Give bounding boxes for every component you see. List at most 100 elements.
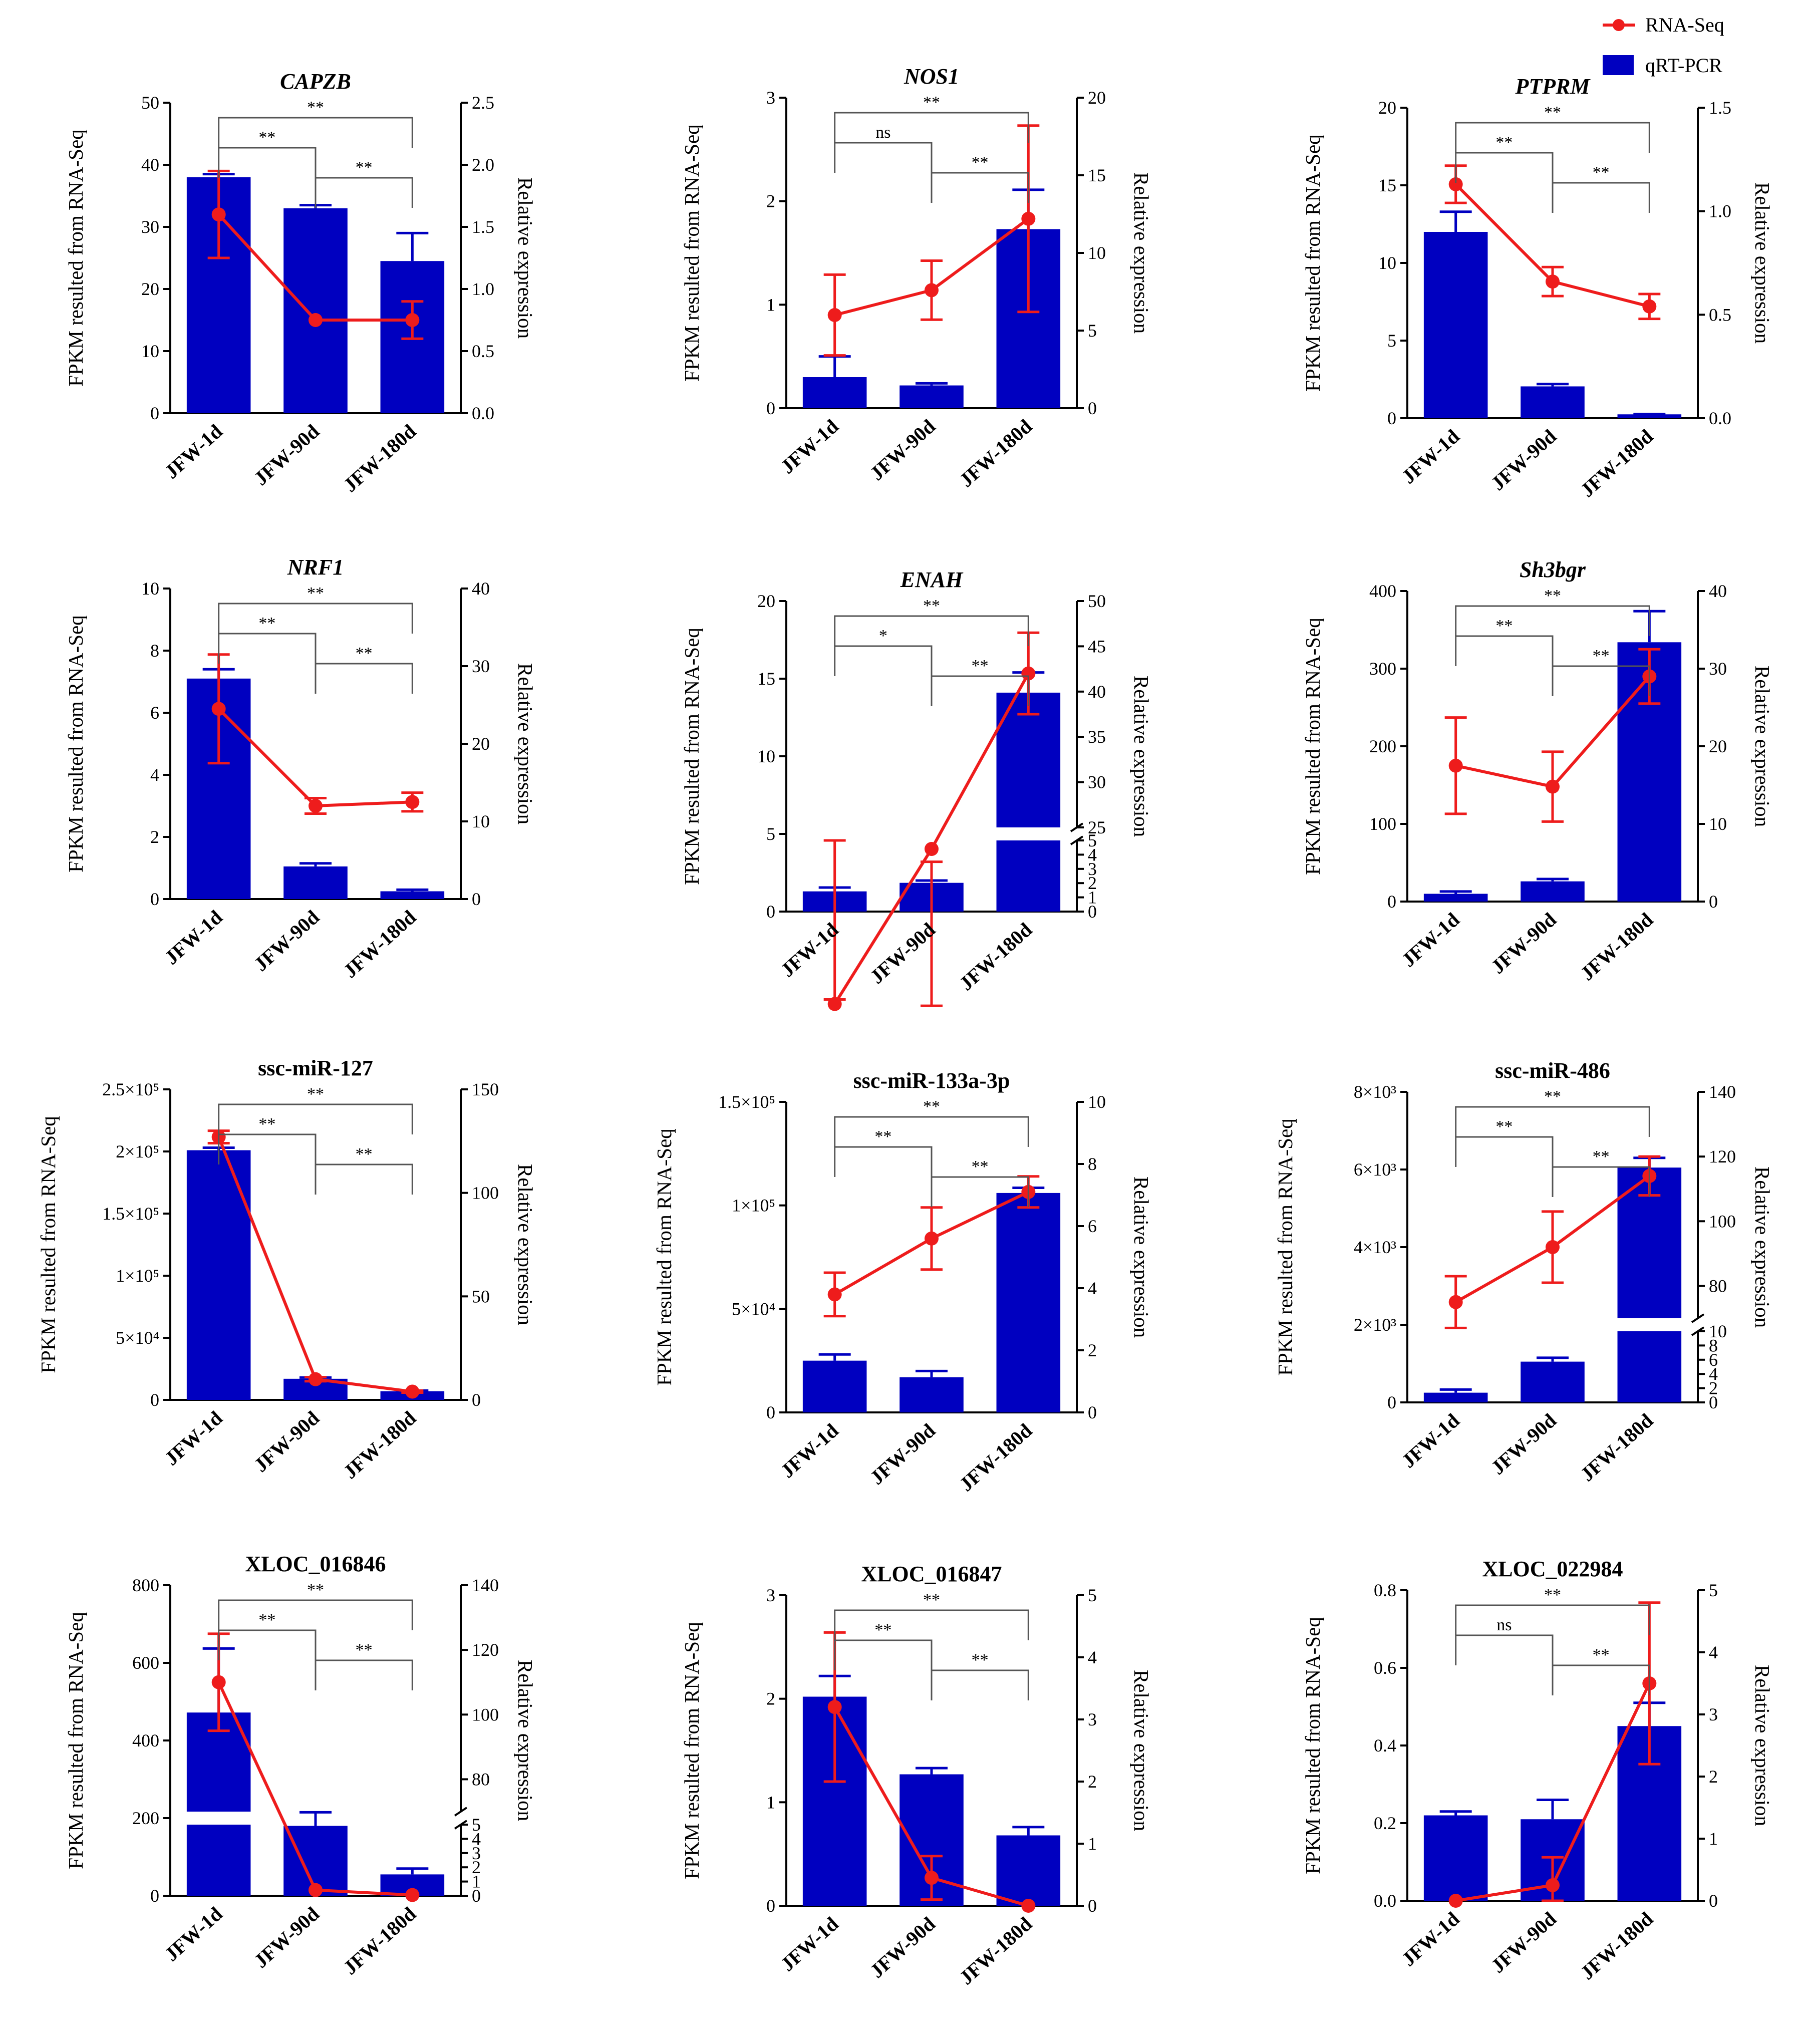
category-label: JFW-180d bbox=[1576, 425, 1658, 501]
left-tick-label: 0.6 bbox=[1374, 1658, 1396, 1678]
left-tick-label: 6×10³ bbox=[1354, 1159, 1396, 1180]
line-point-rna-seq bbox=[827, 1700, 842, 1714]
left-tick-label: 2.5×10⁵ bbox=[102, 1079, 159, 1099]
left-axis-title: FPKM resulted from RNA-Seq bbox=[1301, 1617, 1324, 1874]
significance-bracket bbox=[1455, 1634, 1554, 1665]
right-axis-title: Relative expression bbox=[1751, 1166, 1774, 1328]
significance-label: ** bbox=[1593, 1147, 1610, 1166]
right-tick-label: 0 bbox=[472, 1390, 481, 1410]
line-point-rna-seq bbox=[1021, 666, 1036, 681]
right-tick-label: 2 bbox=[1709, 1767, 1718, 1787]
left-tick-label: 0 bbox=[1387, 1392, 1396, 1412]
significance-bracket bbox=[315, 1163, 413, 1195]
left-tick-label: 10 bbox=[141, 578, 159, 599]
left-tick-label: 0 bbox=[766, 902, 775, 922]
chart-panel-12: 0.0 0.2 0.4 0.6 0.8 0 1 2 3 4 5 JFW-1d JFW-90d JFW-18… bbox=[1301, 1557, 1774, 1984]
left-tick-label: 15 bbox=[757, 669, 775, 689]
line-point-rna-seq bbox=[405, 313, 420, 327]
left-tick-label: 8×10³ bbox=[1354, 1082, 1396, 1102]
left-tick-label: 1×10⁵ bbox=[732, 1196, 775, 1216]
right-tick-label: 80 bbox=[472, 1769, 490, 1789]
left-tick-label: 30 bbox=[141, 217, 159, 237]
right-tick-label: 0 bbox=[1088, 1896, 1097, 1916]
bar-qrt-pcr bbox=[283, 866, 348, 899]
significance-bracket bbox=[931, 1176, 1029, 1207]
legend: RNA-Seq qRT-PCR bbox=[1603, 14, 1724, 77]
left-axis-title: FPKM resulted from RNA-Seq bbox=[64, 129, 87, 387]
chart-panel-11: 0 1 2 3 0 1 2 3 4 5 JFW-1d JFW-90d JFW-180d ** ** ** XLO… bbox=[680, 1562, 1153, 1989]
significance-label: ** bbox=[1593, 1646, 1610, 1664]
right-tick-label: 140 bbox=[1709, 1082, 1736, 1102]
chart-panel-3: 0 5 10 15 20 0.0 0.5 1.0 1.5 JFW-1d JFW-90d JFW-180… bbox=[1301, 74, 1774, 501]
significance-label: ** bbox=[972, 1157, 989, 1176]
right-tick-label: 1 bbox=[1088, 1834, 1097, 1854]
bar-break-gap bbox=[1616, 1318, 1683, 1331]
right-tick-label: 6 bbox=[1088, 1216, 1097, 1236]
category-label: JFW-1d bbox=[1397, 908, 1464, 971]
category-label: JFW-180d bbox=[955, 415, 1037, 491]
category-label: JFW-90d bbox=[249, 1902, 324, 1972]
line-point-rna-seq bbox=[309, 313, 323, 327]
right-tick-label: 6 bbox=[1709, 1350, 1718, 1370]
right-tick-label: 5 bbox=[1088, 830, 1097, 850]
category-label: JFW-90d bbox=[865, 415, 940, 485]
significance-bracket bbox=[931, 172, 1029, 203]
category-label: JFW-180d bbox=[339, 1902, 421, 1979]
significance-label: ** bbox=[1593, 163, 1610, 182]
category-label: JFW-90d bbox=[1486, 1409, 1561, 1479]
significance-label: ** bbox=[356, 158, 373, 177]
category-label: JFW-90d bbox=[1486, 908, 1561, 978]
right-tick-label: 0 bbox=[472, 1886, 481, 1906]
significance-bracket bbox=[1552, 1166, 1650, 1197]
left-tick-label: 3 bbox=[766, 1585, 775, 1605]
chart-title: PTPRM bbox=[1515, 74, 1591, 99]
left-tick-label: 1 bbox=[766, 1792, 775, 1812]
left-tick-label: 0 bbox=[150, 1390, 159, 1410]
significance-bracket bbox=[1552, 1664, 1650, 1695]
bar-qrt-pcr bbox=[380, 891, 445, 899]
chart-panel-7: 0 5×10⁴ 1×10⁵ 1.5×10⁵ 2×10⁵ 2.5×10⁵ 0 50 100 150 J… bbox=[37, 1056, 537, 1483]
right-tick-label: 0 bbox=[1088, 902, 1097, 922]
right-tick-label: 10 bbox=[1088, 1092, 1106, 1112]
left-tick-label: 0.4 bbox=[1374, 1735, 1396, 1756]
category-label: JFW-1d bbox=[1397, 1907, 1464, 1970]
bar-qrt-pcr bbox=[802, 1360, 867, 1412]
left-tick-label: 0 bbox=[150, 889, 159, 909]
significance-label: ns bbox=[875, 123, 890, 142]
chart-panel-8: 0 5×10⁴ 1×10⁵ 1.5×10⁵ 0 2 4 6 8 10 JFW-1d JFW-90d JF… bbox=[653, 1068, 1153, 1496]
significance-bracket bbox=[1455, 1106, 1650, 1137]
bar-qrt-pcr bbox=[1423, 1815, 1488, 1901]
category-label: JFW-1d bbox=[160, 1406, 227, 1470]
category-label: JFW-90d bbox=[1486, 425, 1561, 495]
significance-bracket bbox=[834, 615, 1029, 646]
left-tick-label: 10 bbox=[757, 746, 775, 766]
significance-bracket bbox=[834, 142, 933, 173]
significance-bracket bbox=[1552, 182, 1650, 213]
right-tick-label: 100 bbox=[472, 1183, 499, 1203]
left-tick-label: 3 bbox=[766, 88, 775, 108]
left-tick-label: 6 bbox=[150, 703, 159, 723]
right-tick-label: 0.5 bbox=[472, 341, 494, 361]
right-tick-label: 2 bbox=[1088, 873, 1097, 893]
category-label: JFW-1d bbox=[776, 918, 843, 981]
right-tick-label: 10 bbox=[1709, 814, 1727, 834]
significance-bracket bbox=[218, 1103, 413, 1134]
line-point-rna-seq bbox=[309, 799, 323, 813]
right-tick-label: 1 bbox=[1709, 1829, 1718, 1849]
right-tick-label: 0 bbox=[1088, 398, 1097, 418]
category-label: JFW-180d bbox=[955, 918, 1037, 995]
significance-bracket bbox=[834, 112, 1029, 143]
bar-qrt-pcr bbox=[1521, 1361, 1585, 1402]
chart-title: ssc-miR-133a-3p bbox=[853, 1068, 1010, 1093]
right-tick-label: 0 bbox=[1709, 1891, 1718, 1911]
significance-bracket bbox=[1455, 152, 1554, 183]
significance-label: ** bbox=[1495, 133, 1513, 152]
left-axis-title: FPKM resulted from RNA-Seq bbox=[680, 628, 703, 885]
significance-bracket bbox=[1455, 122, 1650, 153]
category-label: JFW-90d bbox=[865, 918, 940, 988]
significance-bracket bbox=[1455, 1136, 1554, 1167]
line-point-rna-seq bbox=[1448, 758, 1463, 773]
significance-bracket bbox=[218, 1599, 413, 1630]
left-tick-label: 1.5×10⁵ bbox=[102, 1204, 159, 1224]
